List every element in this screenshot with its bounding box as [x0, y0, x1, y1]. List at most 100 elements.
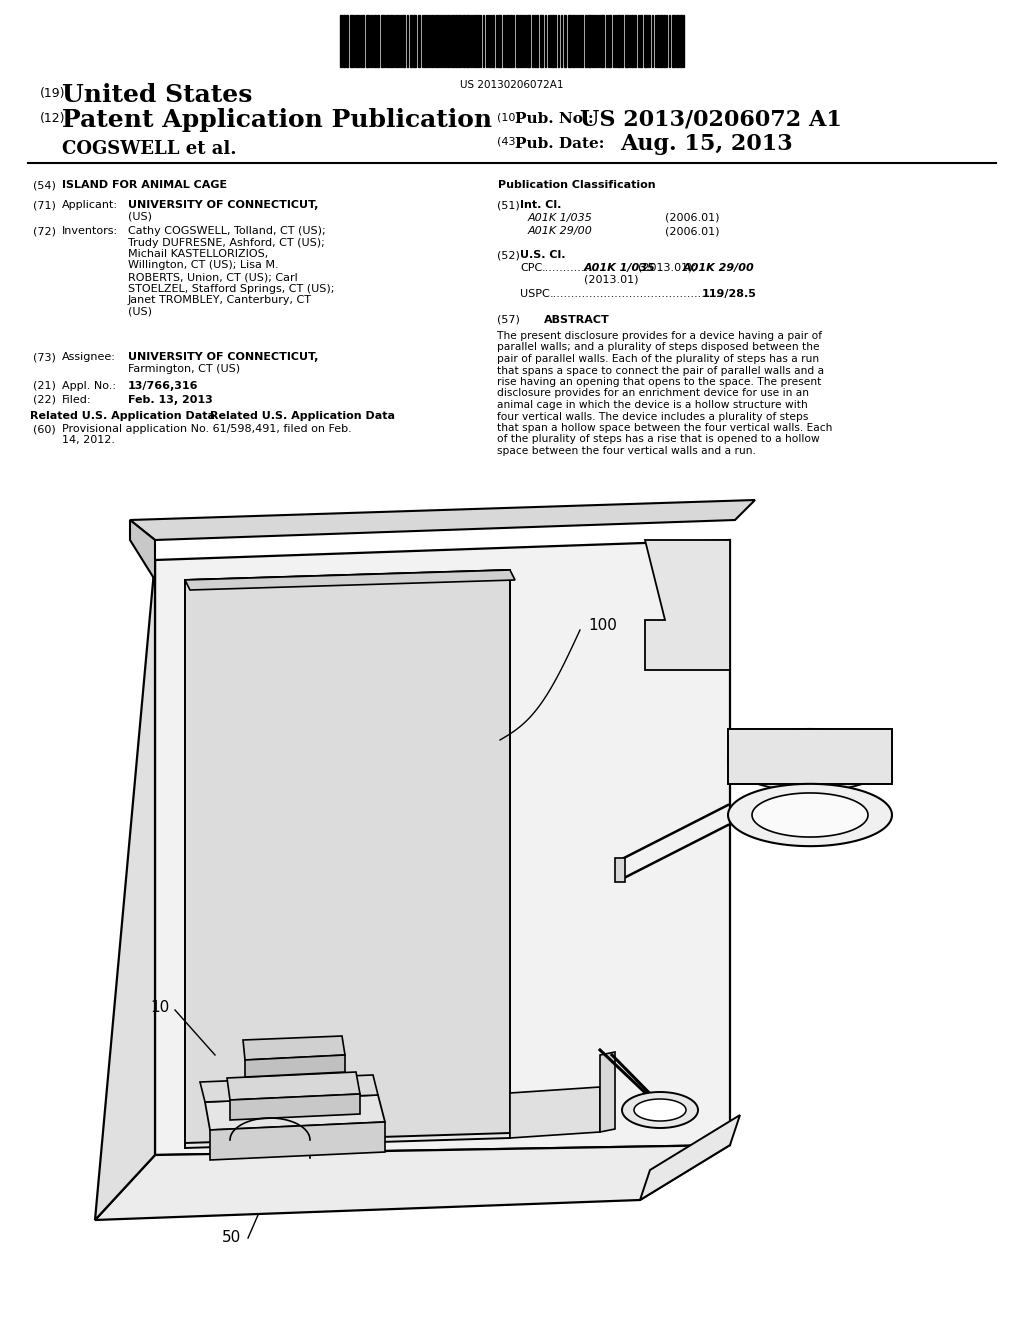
Bar: [617, 15, 620, 67]
Bar: [585, 15, 587, 67]
Bar: [631, 15, 633, 67]
Bar: [527, 15, 530, 67]
Bar: [520, 15, 522, 67]
Text: ................: ................: [542, 263, 600, 273]
Bar: [572, 15, 574, 67]
Bar: [463, 15, 465, 67]
Text: ISLAND FOR ANIMAL CAGE: ISLAND FOR ANIMAL CAGE: [62, 180, 227, 190]
Bar: [676, 15, 679, 67]
Bar: [455, 15, 457, 67]
Bar: [601, 15, 604, 67]
Text: Patent Application Publication: Patent Application Publication: [62, 108, 493, 132]
Text: (43): (43): [497, 137, 520, 147]
Text: Pub. No.:: Pub. No.:: [515, 112, 594, 125]
Bar: [458, 15, 460, 67]
Text: (2013.01);: (2013.01);: [638, 263, 696, 273]
Text: (US): (US): [128, 211, 152, 222]
Text: ABSTRACT: ABSTRACT: [544, 315, 610, 325]
Text: that spans a space to connect the pair of parallel walls and a: that spans a space to connect the pair o…: [497, 366, 824, 375]
Polygon shape: [728, 784, 892, 846]
Bar: [346, 15, 348, 67]
Bar: [507, 15, 509, 67]
Text: Michail KASTELLORIZIOS,: Michail KASTELLORIZIOS,: [128, 249, 268, 259]
Bar: [672, 15, 675, 67]
Text: Publication Classification: Publication Classification: [499, 180, 655, 190]
Text: Cathy COGSWELL, Tolland, CT (US);: Cathy COGSWELL, Tolland, CT (US);: [128, 226, 326, 236]
Bar: [374, 15, 376, 67]
Polygon shape: [640, 1115, 740, 1200]
Text: A01K 1/035: A01K 1/035: [584, 263, 655, 273]
Bar: [680, 15, 682, 67]
Bar: [648, 15, 650, 67]
Text: disclosure provides for an enrichment device for use in an: disclosure provides for an enrichment de…: [497, 388, 809, 399]
Text: (19): (19): [40, 87, 66, 100]
Text: US 20130206072A1: US 20130206072A1: [460, 81, 564, 90]
Text: A01K 29/00: A01K 29/00: [528, 226, 593, 236]
Bar: [447, 15, 449, 67]
Bar: [536, 15, 538, 67]
Text: COGSWELL et al.: COGSWELL et al.: [62, 140, 237, 158]
Bar: [377, 15, 379, 67]
Text: UNIVERSITY OF CONNECTICUT,: UNIVERSITY OF CONNECTICUT,: [128, 201, 318, 210]
Text: Janet TROMBLEY, Canterbury, CT: Janet TROMBLEY, Canterbury, CT: [128, 294, 312, 305]
Text: (52): (52): [497, 249, 520, 260]
Bar: [403, 15, 406, 67]
Text: USPC: USPC: [520, 289, 550, 300]
Text: Related U.S. Application Data: Related U.S. Application Data: [211, 411, 395, 421]
Bar: [356, 15, 359, 67]
Text: A01K 1/035: A01K 1/035: [528, 213, 593, 223]
Bar: [424, 15, 426, 67]
Text: Willington, CT (US); Lisa M.: Willington, CT (US); Lisa M.: [128, 260, 279, 271]
Polygon shape: [243, 1036, 345, 1060]
Text: ROBERTS, Union, CT (US); Carl: ROBERTS, Union, CT (US); Carl: [128, 272, 298, 282]
Polygon shape: [130, 500, 755, 540]
Polygon shape: [95, 560, 155, 1220]
Polygon shape: [728, 729, 892, 784]
Text: (2006.01): (2006.01): [665, 213, 720, 223]
Text: Provisional application No. 61/598,491, filed on Feb.: Provisional application No. 61/598,491, …: [62, 424, 352, 434]
Text: of the plurality of steps has a rise that is opened to a hollow: of the plurality of steps has a rise tha…: [497, 434, 820, 445]
Text: animal cage in which the device is a hollow structure with: animal cage in which the device is a hol…: [497, 400, 808, 411]
Bar: [381, 15, 384, 67]
Text: 14, 2012.: 14, 2012.: [62, 436, 115, 446]
Text: The present disclosure provides for a device having a pair of: The present disclosure provides for a de…: [497, 331, 822, 341]
Bar: [625, 15, 628, 67]
Polygon shape: [230, 1094, 360, 1119]
Text: Trudy DUFRESNE, Ashford, CT (US);: Trudy DUFRESNE, Ashford, CT (US);: [128, 238, 325, 248]
Polygon shape: [752, 793, 868, 837]
Text: Appl. No.:: Appl. No.:: [62, 381, 116, 391]
Bar: [431, 15, 433, 67]
Text: 13/766,316: 13/766,316: [128, 381, 199, 391]
Text: CPC: CPC: [520, 263, 543, 273]
Polygon shape: [130, 520, 155, 579]
Text: 119/28.5: 119/28.5: [702, 289, 757, 300]
Text: (60): (60): [33, 424, 55, 434]
Bar: [588, 15, 591, 67]
Polygon shape: [155, 540, 730, 1155]
Bar: [564, 15, 566, 67]
Text: parallel walls; and a plurality of steps disposed between the: parallel walls; and a plurality of steps…: [497, 342, 819, 352]
Text: (73): (73): [33, 352, 56, 362]
Text: space between the four vertical walls and a run.: space between the four vertical walls an…: [497, 446, 756, 455]
Text: 100: 100: [588, 618, 616, 634]
Polygon shape: [245, 1055, 345, 1077]
Text: ................................................: ........................................…: [550, 289, 724, 300]
Text: Applicant:: Applicant:: [62, 201, 118, 210]
Text: (54): (54): [33, 180, 56, 190]
Polygon shape: [185, 570, 510, 1148]
Text: (22): (22): [33, 395, 56, 405]
Bar: [552, 15, 554, 67]
Polygon shape: [205, 1096, 385, 1130]
Bar: [362, 15, 364, 67]
Bar: [663, 15, 665, 67]
Text: Int. Cl.: Int. Cl.: [520, 201, 561, 210]
Bar: [492, 15, 494, 67]
Bar: [466, 15, 469, 67]
Bar: [343, 15, 345, 67]
Polygon shape: [510, 1086, 600, 1138]
Bar: [657, 15, 659, 67]
Text: (51): (51): [497, 201, 520, 210]
Text: STOELZEL, Stafford Springs, CT (US);: STOELZEL, Stafford Springs, CT (US);: [128, 284, 335, 293]
Bar: [510, 15, 512, 67]
Polygon shape: [615, 858, 625, 882]
